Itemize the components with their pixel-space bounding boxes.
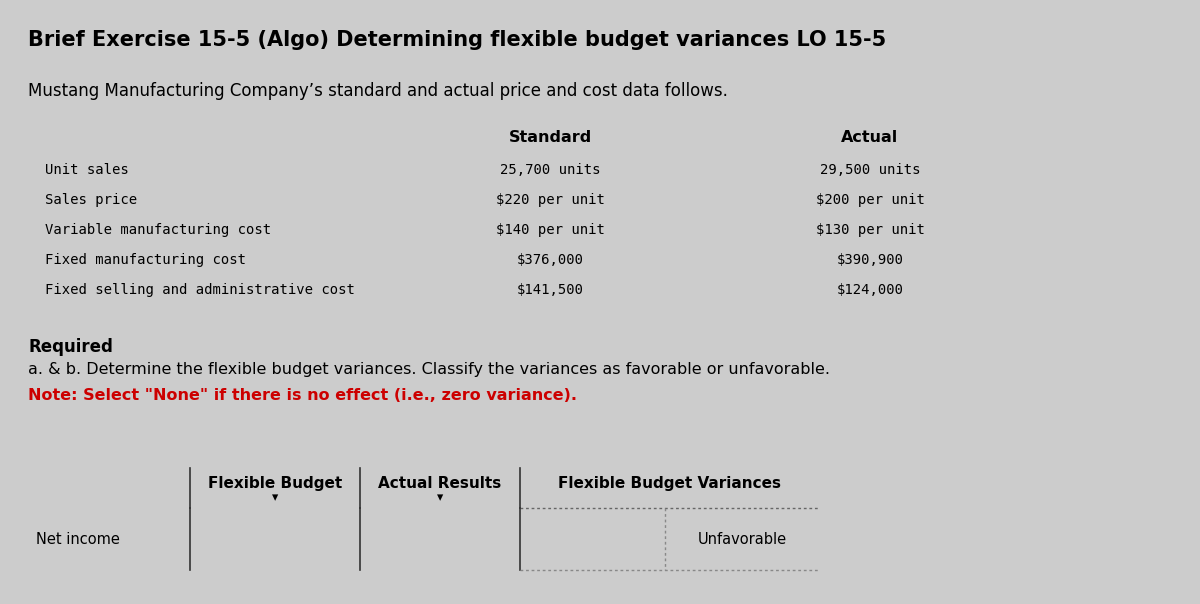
Text: $141,500: $141,500 xyxy=(516,283,583,297)
Text: ▾: ▾ xyxy=(272,491,278,504)
Text: Sales price: Sales price xyxy=(46,193,137,207)
Text: Unit sales: Unit sales xyxy=(46,163,128,177)
Text: $220 per unit: $220 per unit xyxy=(496,193,605,207)
Text: Mustang Manufacturing Company’s standard and actual price and cost data follows.: Mustang Manufacturing Company’s standard… xyxy=(28,82,728,100)
Text: $200 per unit: $200 per unit xyxy=(816,193,924,207)
Text: $140 per unit: $140 per unit xyxy=(496,223,605,237)
Text: Standard: Standard xyxy=(509,130,592,145)
Text: Required: Required xyxy=(28,338,113,356)
Text: Fixed selling and administrative cost: Fixed selling and administrative cost xyxy=(46,283,355,297)
Text: Fixed manufacturing cost: Fixed manufacturing cost xyxy=(46,253,246,267)
Text: Flexible Budget: Flexible Budget xyxy=(208,476,342,491)
Text: Brief Exercise 15-5 (Algo) Determining flexible budget variances LO 15-5: Brief Exercise 15-5 (Algo) Determining f… xyxy=(28,30,887,50)
Text: Note: Select "None" if there is no effect (i.e., zero variance).: Note: Select "None" if there is no effec… xyxy=(28,388,577,403)
Text: Actual Results: Actual Results xyxy=(378,476,502,491)
Text: $376,000: $376,000 xyxy=(516,253,583,267)
Text: Flexible Budget Variances: Flexible Budget Variances xyxy=(558,476,781,491)
Text: 29,500 units: 29,500 units xyxy=(820,163,920,177)
Text: ▾: ▾ xyxy=(437,491,443,504)
Text: Variable manufacturing cost: Variable manufacturing cost xyxy=(46,223,271,237)
Text: Net income: Net income xyxy=(36,532,120,547)
Text: a. & b. Determine the flexible budget variances. Classify the variances as favor: a. & b. Determine the flexible budget va… xyxy=(28,362,830,377)
Text: $130 per unit: $130 per unit xyxy=(816,223,924,237)
Text: $390,900: $390,900 xyxy=(836,253,904,267)
Text: $124,000: $124,000 xyxy=(836,283,904,297)
Text: 25,700 units: 25,700 units xyxy=(499,163,600,177)
Text: Actual: Actual xyxy=(841,130,899,145)
Text: Unfavorable: Unfavorable xyxy=(698,532,787,547)
